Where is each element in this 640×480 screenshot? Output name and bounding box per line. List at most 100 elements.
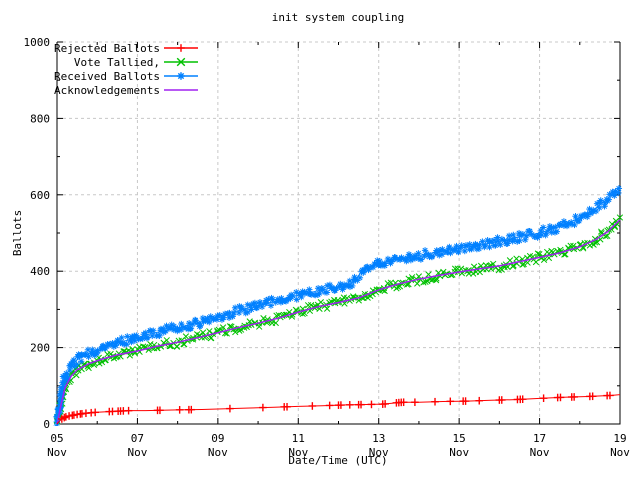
cross-marker bbox=[608, 220, 616, 228]
x-tick-sublabel: Nov bbox=[530, 446, 550, 459]
star-marker bbox=[231, 310, 237, 316]
cross-marker bbox=[415, 273, 423, 280]
cross-marker bbox=[405, 275, 412, 282]
star-marker bbox=[615, 190, 621, 196]
series-none-line bbox=[56, 219, 621, 425]
star-marker bbox=[439, 251, 445, 257]
cross-marker bbox=[272, 319, 279, 327]
cross-marker bbox=[396, 283, 404, 290]
star-marker bbox=[495, 238, 501, 244]
star-marker bbox=[82, 351, 89, 358]
star-marker bbox=[462, 248, 468, 254]
cross-marker bbox=[349, 293, 357, 300]
star-marker bbox=[538, 228, 544, 234]
star-marker bbox=[193, 317, 199, 323]
star-marker bbox=[403, 258, 409, 264]
cross-marker bbox=[68, 370, 75, 377]
cross-marker bbox=[613, 220, 621, 227]
x-tick-label: 09 bbox=[211, 432, 224, 445]
cross-marker bbox=[506, 257, 514, 264]
star-marker bbox=[336, 284, 342, 290]
cross-marker bbox=[597, 228, 605, 235]
cross-marker bbox=[591, 239, 599, 246]
star-marker bbox=[163, 328, 169, 334]
cross-marker bbox=[440, 268, 447, 276]
legend-label: Rejected Ballots bbox=[54, 42, 160, 55]
cross-marker bbox=[246, 318, 253, 325]
cross-marker bbox=[536, 251, 543, 258]
cross-marker bbox=[597, 236, 604, 243]
star-marker bbox=[163, 323, 170, 329]
cross-marker bbox=[206, 328, 213, 335]
series-line bbox=[56, 186, 621, 425]
x-tick-sublabel: Nov bbox=[127, 446, 147, 459]
star-marker bbox=[616, 185, 622, 192]
star-marker bbox=[439, 246, 445, 252]
x-tick-label: 05 bbox=[50, 432, 63, 445]
cross-marker bbox=[526, 252, 534, 260]
star-marker bbox=[523, 233, 529, 239]
cross-marker bbox=[226, 323, 234, 330]
star-marker bbox=[64, 373, 70, 379]
legend-label: Received Ballots bbox=[54, 70, 160, 83]
star-marker bbox=[180, 324, 186, 331]
series-line bbox=[56, 218, 621, 425]
cross-marker bbox=[223, 330, 230, 337]
star-marker bbox=[252, 300, 258, 306]
cross-marker bbox=[182, 333, 190, 340]
star-marker bbox=[488, 238, 494, 244]
cross-marker bbox=[260, 315, 267, 322]
cross-marker bbox=[221, 330, 229, 337]
star-marker bbox=[482, 242, 488, 248]
legend-entry: Acknowledgements bbox=[54, 84, 198, 97]
star-marker bbox=[497, 242, 503, 248]
cross-marker bbox=[435, 269, 442, 276]
star-marker bbox=[245, 309, 251, 315]
star-marker bbox=[208, 313, 214, 320]
cross-marker bbox=[451, 265, 459, 272]
series-plus-linespoints bbox=[56, 391, 621, 425]
x-axis-label: Date/Time (UTC) bbox=[288, 454, 387, 467]
cross-marker bbox=[611, 223, 618, 231]
star-marker bbox=[319, 285, 325, 291]
cross-marker bbox=[490, 260, 497, 267]
y-tick-label: 200 bbox=[30, 342, 50, 355]
star-marker bbox=[178, 321, 184, 327]
cross-marker bbox=[341, 300, 348, 307]
star-marker bbox=[149, 333, 155, 339]
cross-marker bbox=[323, 305, 331, 312]
legend-entry: Vote Tallied, bbox=[74, 56, 198, 69]
star-marker bbox=[499, 236, 505, 242]
x-tick-sublabel: Nov bbox=[208, 446, 228, 459]
cross-marker bbox=[510, 262, 517, 269]
star-marker bbox=[61, 383, 67, 390]
star-marker bbox=[186, 320, 192, 326]
cross-marker bbox=[85, 364, 92, 372]
cross-marker bbox=[215, 326, 222, 333]
cross-marker bbox=[477, 262, 485, 269]
star-marker bbox=[596, 205, 602, 211]
star-marker bbox=[581, 212, 587, 219]
star-marker bbox=[316, 290, 323, 296]
cross-marker bbox=[504, 263, 511, 271]
star-marker bbox=[459, 242, 465, 249]
x-tick-sublabel: Nov bbox=[610, 446, 630, 459]
star-marker bbox=[540, 224, 546, 231]
star-marker bbox=[473, 242, 479, 248]
star-marker bbox=[467, 241, 473, 247]
star-marker bbox=[572, 213, 579, 219]
star-marker bbox=[89, 347, 95, 353]
star-marker bbox=[67, 363, 73, 369]
star-marker bbox=[78, 358, 84, 364]
cross-marker bbox=[208, 334, 215, 342]
star-marker bbox=[119, 335, 125, 341]
cross-marker bbox=[570, 242, 577, 250]
star-marker bbox=[315, 285, 321, 291]
star-marker bbox=[422, 247, 428, 253]
star-marker bbox=[211, 315, 217, 321]
star-marker bbox=[195, 320, 201, 326]
y-tick-label: 800 bbox=[30, 112, 50, 125]
cross-marker bbox=[199, 329, 207, 336]
cross-marker bbox=[316, 305, 323, 312]
cross-marker bbox=[98, 358, 106, 366]
